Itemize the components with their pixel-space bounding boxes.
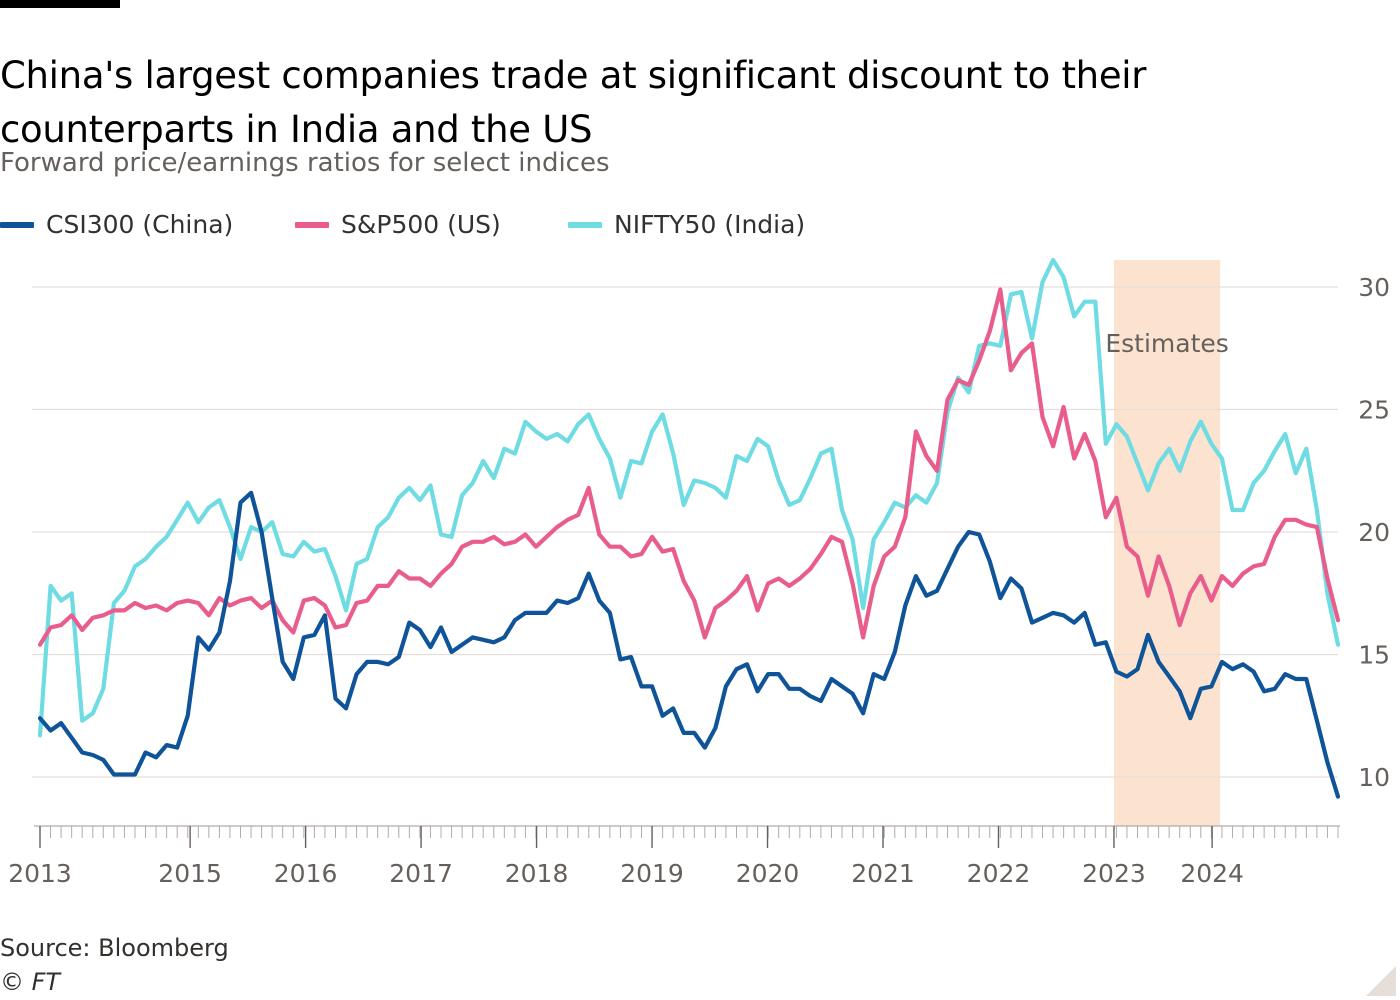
y-tick-label-20: 20 <box>1358 518 1390 547</box>
source-note: Source: Bloomberg <box>0 934 229 962</box>
legend-item-csi300: CSI300 (China) <box>0 210 233 239</box>
legend-item-sp500: S&P500 (US) <box>295 210 501 239</box>
series-line-nifty50 <box>37 257 1341 738</box>
ft-top-rule <box>0 0 120 8</box>
x-tick-label-2013: 2013 <box>8 859 72 888</box>
estimates-band <box>1113 260 1221 826</box>
estimates-label: Estimates <box>1105 329 1228 358</box>
chart-subtitle: Forward price/earnings ratios for select… <box>0 148 610 178</box>
legend-label-sp500: S&P500 (US) <box>341 210 501 239</box>
y-tick-label-30: 30 <box>1358 273 1390 302</box>
x-tick-label-2023: 2023 <box>1082 859 1146 888</box>
legend-item-nifty50: NIFTY50 (India) <box>568 210 805 239</box>
legend-swatch-nifty50 <box>568 221 602 228</box>
series-line-sp500 <box>37 287 1341 647</box>
x-tick-label-2015: 2015 <box>158 859 222 888</box>
legend-swatch-sp500 <box>295 221 329 228</box>
x-tick-label-2021: 2021 <box>851 859 915 888</box>
series-line-csi300 <box>37 490 1341 799</box>
y-tick-label-15: 15 <box>1358 641 1390 670</box>
y-tick-label-25: 25 <box>1358 396 1390 425</box>
x-tick-label-2022: 2022 <box>967 859 1031 888</box>
legend-swatch-csi300 <box>0 221 34 228</box>
x-tick-label-2016: 2016 <box>274 859 338 888</box>
ft-credit: © FT <box>0 968 61 996</box>
x-tick-label-2018: 2018 <box>505 859 569 888</box>
x-tick-label-2020: 2020 <box>736 859 800 888</box>
chart-title: China's largest companies trade at signi… <box>0 53 1147 151</box>
x-tick-label-2024: 2024 <box>1180 859 1244 888</box>
y-tick-label-10: 10 <box>1358 763 1390 792</box>
x-tick-label-2017: 2017 <box>389 859 453 888</box>
corner-fold-icon <box>1366 966 1396 996</box>
legend-label-csi300: CSI300 (China) <box>46 210 234 239</box>
x-tick-label-2019: 2019 <box>620 859 684 888</box>
legend-label-nifty50: NIFTY50 (India) <box>614 210 806 239</box>
